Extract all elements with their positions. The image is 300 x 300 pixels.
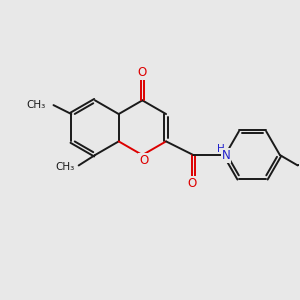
Text: O: O [139, 154, 148, 167]
Text: H: H [217, 143, 225, 154]
Text: O: O [187, 177, 196, 190]
Text: N: N [222, 149, 230, 162]
Text: CH₃: CH₃ [55, 162, 74, 172]
Text: O: O [138, 66, 147, 79]
Text: CH₃: CH₃ [26, 100, 45, 110]
